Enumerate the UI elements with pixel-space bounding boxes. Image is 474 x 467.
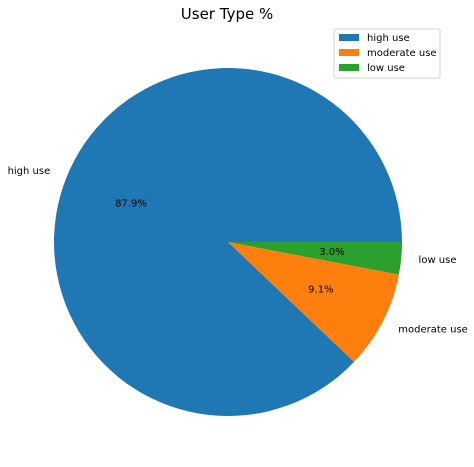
pct-label-low-use: 3.0% [319,247,344,258]
pie-labels: high use 87.9% moderate use 9.1% low use 3.0% [8,166,468,335]
legend-label-low-use: low use [367,63,405,74]
legend-frame [333,28,441,79]
category-label-moderate-use: moderate use [398,324,468,335]
pct-label-high-use: 87.9% [115,198,147,209]
legend-swatch-low-use [339,64,359,71]
chart-title: User Type % [181,5,273,23]
category-label-low-use: low use [419,255,457,266]
legend-swatch-high-use [339,34,359,41]
pct-label-moderate-use: 9.1% [308,285,333,296]
category-label-high-use: high use [8,166,51,177]
pie-slice-moderate-use [228,242,399,362]
pie-slice-low-use [228,242,402,275]
legend-swatch-moderate-use [339,49,359,56]
legend: high use moderate use low use [333,28,441,79]
legend-label-high-use: high use [367,33,410,44]
pie-slices [53,67,403,416]
legend-label-moderate-use: moderate use [367,48,437,59]
